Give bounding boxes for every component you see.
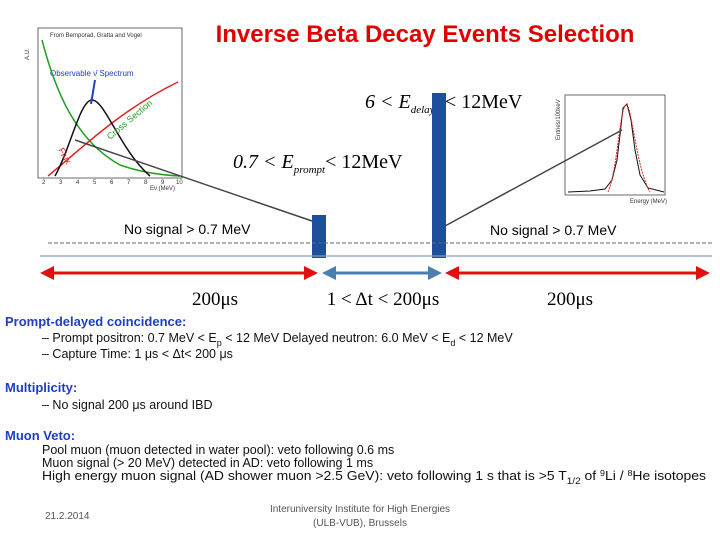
arrow-head <box>445 266 459 280</box>
delayed-pulse <box>432 93 446 258</box>
line: Pool muon (muon detected in water pool):… <box>42 443 394 457</box>
window-label: 200μs <box>192 289 238 310</box>
tick: 8 <box>144 180 148 186</box>
inset-y-label: A.U. <box>25 48 31 60</box>
tick: 9 <box>161 180 165 186</box>
bullet: – Prompt positron: 0.7 MeV < Ep < 12 MeV… <box>42 331 513 348</box>
inset-x-ticks: 2 3 4 5 6 7 8 9 10 <box>42 180 183 186</box>
tick: 5 <box>93 180 97 186</box>
legend-arrow <box>90 79 96 105</box>
tick: 4 <box>76 180 80 186</box>
footer-date: 21.2.2014 <box>45 511 90 522</box>
arrow-head <box>304 266 318 280</box>
tick: 6 <box>110 180 114 186</box>
tick: 10 <box>176 180 183 186</box>
arrow-head <box>322 266 336 280</box>
section-heading: Prompt-delayed coincidence: <box>5 314 186 329</box>
tick: 7 <box>127 180 131 186</box>
window-label: 200μs <box>547 289 593 310</box>
inset-frame <box>564 94 666 196</box>
window-label: 1 < Δt < 200μs <box>327 289 439 310</box>
prompt-pulse <box>312 215 326 258</box>
no-signal-label: No signal > 0.7 MeV <box>124 221 251 237</box>
bullet: – No signal 200 μs around IBD <box>42 398 213 412</box>
inset-legend: Observable ν̄ Spectrum <box>50 69 134 78</box>
fit-curve <box>607 104 651 193</box>
line: High energy muon signal (AD shower muon … <box>42 469 706 486</box>
footer-institute: Interuniversity Institute for High Energ… <box>270 504 450 515</box>
inset-y-label: Entries/100keV <box>556 99 562 140</box>
arrow-head <box>428 266 442 280</box>
slide-title: Inverse Beta Decay Events Selection <box>216 21 635 48</box>
histogram <box>567 103 665 193</box>
prompt-cut: 0.7 < Eprompt< 12MeV <box>233 151 403 176</box>
arrow-head <box>696 266 710 280</box>
left-inset: From Bemporad, Gratta and Vogel Observab… <box>25 27 183 192</box>
right-inset: Entries/100keV Energy (MeV) <box>556 94 667 205</box>
section-heading: Muon Veto: <box>5 428 75 443</box>
no-signal-label: No signal > 0.7 MeV <box>490 222 617 238</box>
delayed-cut: 6 < Edelayed< 12MeV <box>365 91 523 116</box>
inset-x-label: Eν (MeV) <box>150 186 175 192</box>
connector <box>74 139 316 223</box>
inset-source: From Bemporad, Gratta and Vogel <box>50 33 142 39</box>
tick: 3 <box>59 180 63 186</box>
section-heading: Multiplicity: <box>5 380 77 395</box>
footer-institute: (ULB-VUB), Brussels <box>313 518 407 529</box>
inset-x-label: Energy (MeV) <box>630 199 667 205</box>
flux-curve <box>41 39 181 177</box>
time-windows <box>40 266 710 280</box>
line: Muon signal (> 20 MeV) detected in AD: v… <box>42 456 373 470</box>
bullet: – Capture Time: 1 μs < Δt< 200 μs <box>42 347 233 361</box>
connector <box>444 129 623 227</box>
tick: 2 <box>42 180 46 186</box>
inset-frame <box>37 27 183 179</box>
arrow-head <box>40 266 54 280</box>
